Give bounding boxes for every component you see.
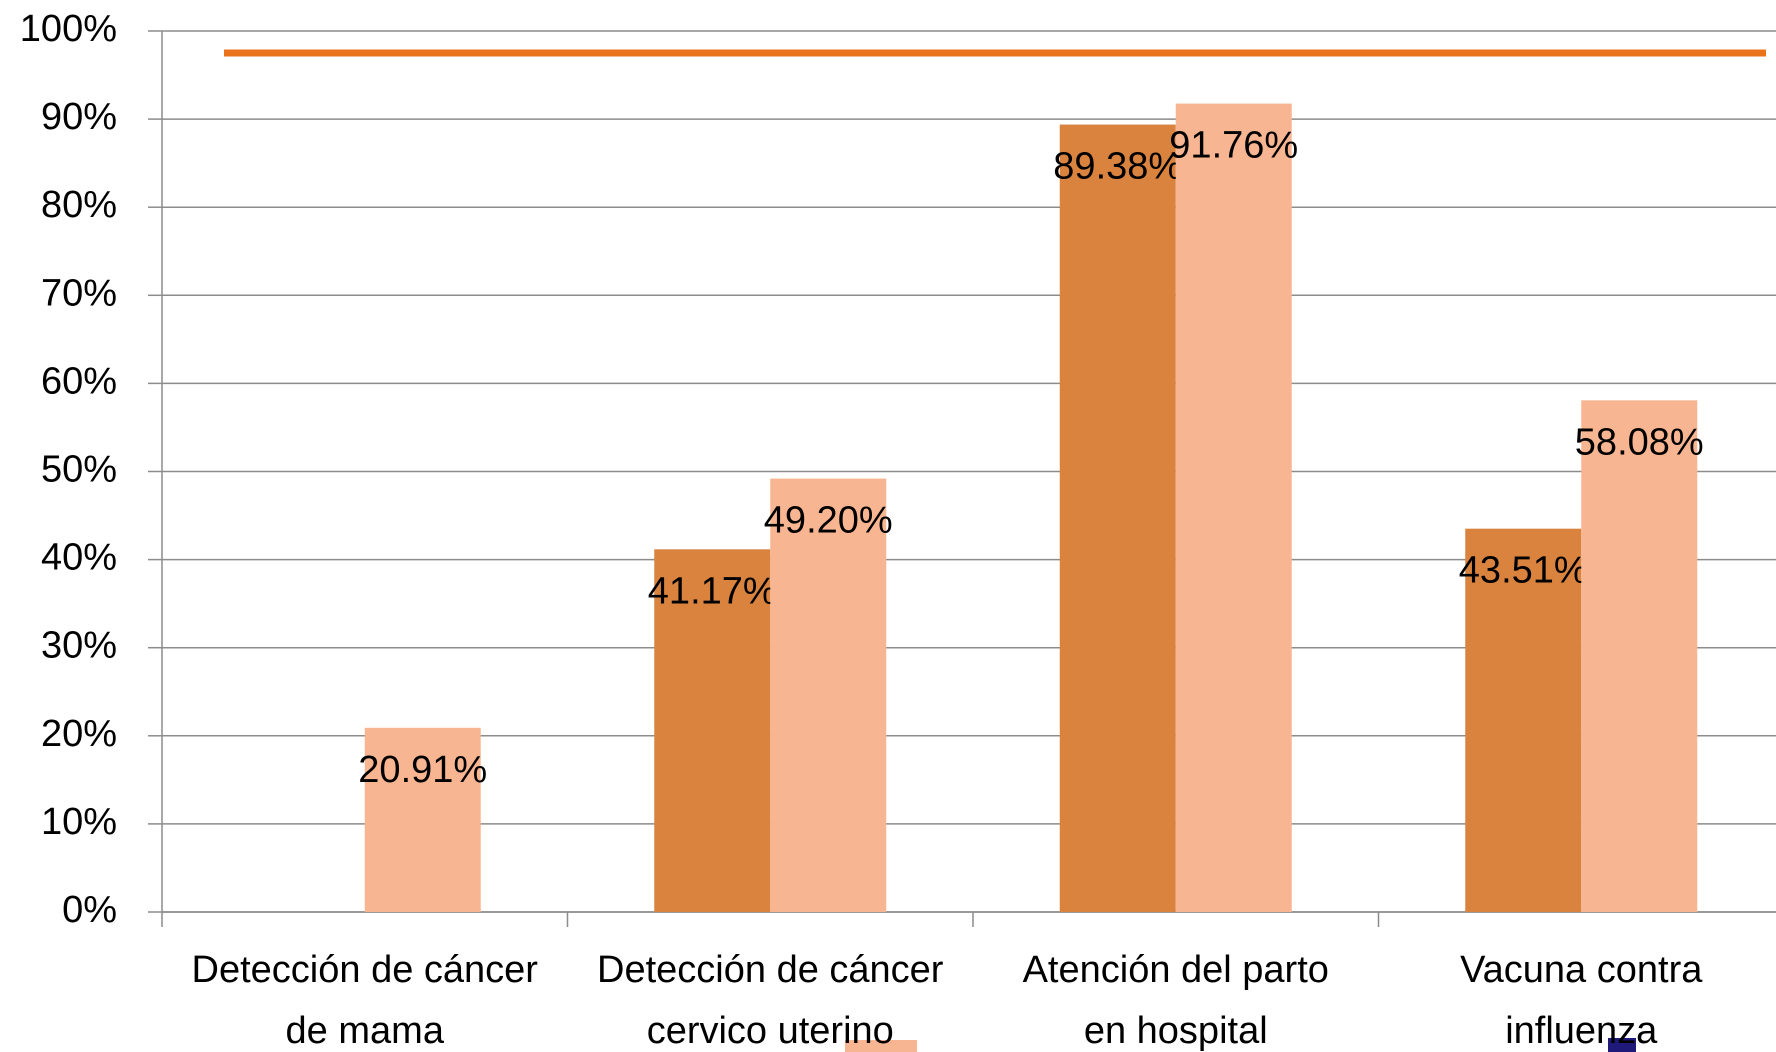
x-tick-label: cervico uterino [647, 1010, 894, 1052]
y-tick-label: 80% [41, 184, 117, 226]
legend-fragment [1608, 1038, 1636, 1052]
data-label: 89.38% [1053, 146, 1182, 188]
y-tick-label: 10% [41, 801, 117, 843]
data-label: 20.91% [358, 749, 487, 791]
bar [654, 549, 771, 912]
y-tick-label: 60% [41, 360, 117, 402]
data-label: 58.08% [1575, 421, 1704, 463]
y-tick-label: 30% [41, 625, 117, 667]
bar [1175, 103, 1292, 912]
x-tick-label: Vacuna contra [1460, 949, 1703, 991]
data-label: 91.76% [1169, 125, 1298, 167]
bar [1465, 528, 1582, 912]
data-label: 41.17% [648, 570, 777, 612]
x-tick-label: Detección de cáncer [597, 949, 944, 991]
x-tick-label: Atención del parto [1023, 949, 1329, 991]
y-tick-label: 20% [41, 713, 117, 755]
legend-fragment [845, 1040, 917, 1052]
y-tick-label: 90% [41, 96, 117, 138]
bar [1581, 400, 1698, 912]
y-tick-label: 50% [41, 449, 117, 491]
y-tick-label: 40% [41, 537, 117, 579]
bar [770, 478, 887, 912]
y-tick-label: 0% [62, 889, 117, 931]
x-tick-label: en hospital [1084, 1010, 1268, 1052]
bar [364, 727, 481, 912]
x-tick-label: Detección de cáncer [192, 949, 539, 991]
y-tick-label: 100% [20, 8, 117, 50]
data-label: 43.51% [1459, 550, 1588, 592]
bar [1059, 124, 1176, 913]
x-tick-label: de mama [286, 1010, 445, 1052]
data-label: 49.20% [764, 500, 893, 542]
y-tick-label: 70% [41, 272, 117, 314]
x-tick-label: influenza [1505, 1010, 1658, 1052]
